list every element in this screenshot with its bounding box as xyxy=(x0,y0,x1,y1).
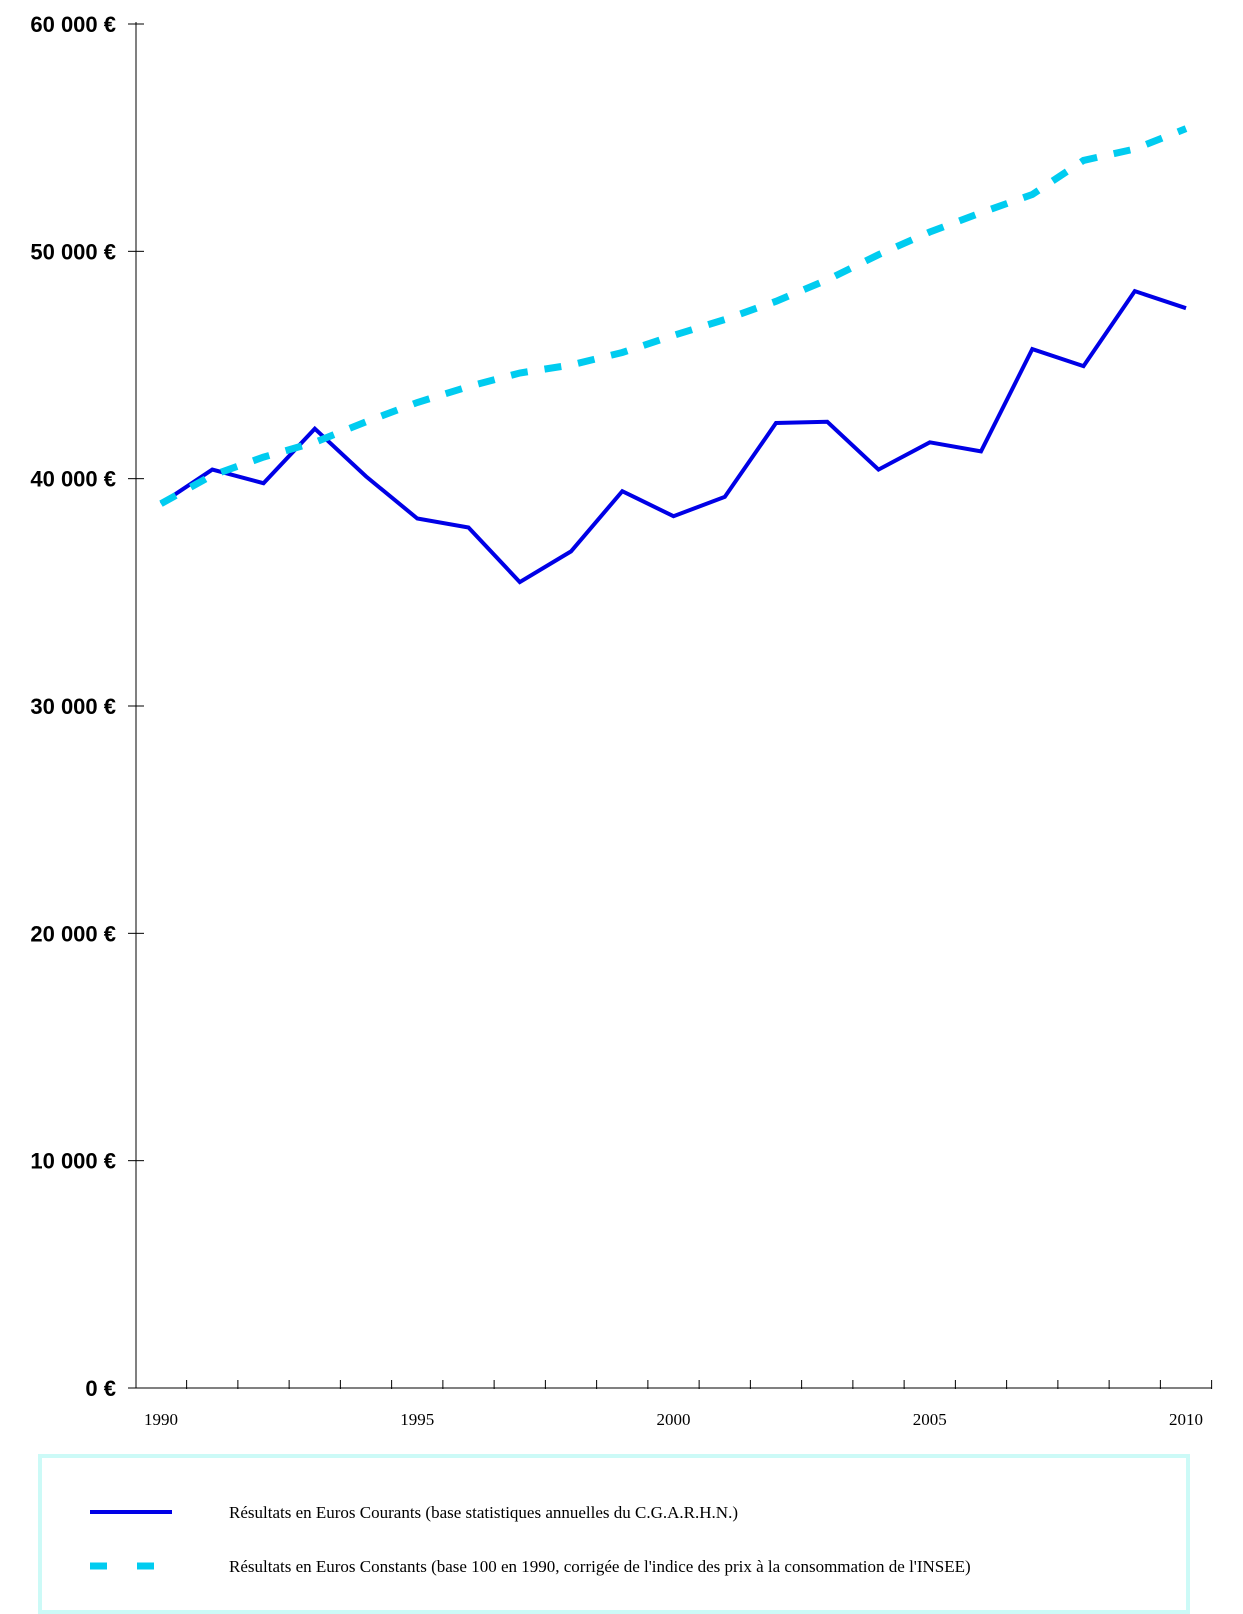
series-line-2 xyxy=(159,125,1188,507)
x-tick-label: 2005 xyxy=(913,1410,947,1429)
y-tick-label: 30 000 € xyxy=(30,694,116,719)
y-tick-label: 40 000 € xyxy=(30,467,116,492)
series-line-1 xyxy=(159,288,1187,585)
legend-label-1: Résultats en Euros Courants (base statis… xyxy=(229,1503,738,1522)
legend-label-2: Résultats en Euros Constants (base 100 e… xyxy=(229,1557,971,1576)
x-tick-label: 2000 xyxy=(657,1410,691,1429)
y-tick-label: 20 000 € xyxy=(30,921,116,946)
y-axis: 0 € 10 000 € 20 000 € 30 000 € 40 000 € 50 00… xyxy=(30,12,144,1401)
x-tick-label: 2010 xyxy=(1169,1410,1203,1429)
series-layer xyxy=(159,125,1188,585)
x-axis: 1990 1995 2000 2005 2010 xyxy=(136,1380,1213,1429)
x-tick-label: 1995 xyxy=(400,1410,434,1429)
y-tick-label: 10 000 € xyxy=(30,1149,116,1174)
x-tick-label: 1990 xyxy=(144,1410,178,1429)
legend-box xyxy=(38,1454,1190,1614)
y-tick-label: 50 000 € xyxy=(30,239,116,264)
y-tick-label: 0 € xyxy=(85,1376,116,1401)
y-tick-label: 60 000 € xyxy=(30,12,116,37)
legend: Résultats en Euros Courants (base statis… xyxy=(38,1454,1190,1614)
